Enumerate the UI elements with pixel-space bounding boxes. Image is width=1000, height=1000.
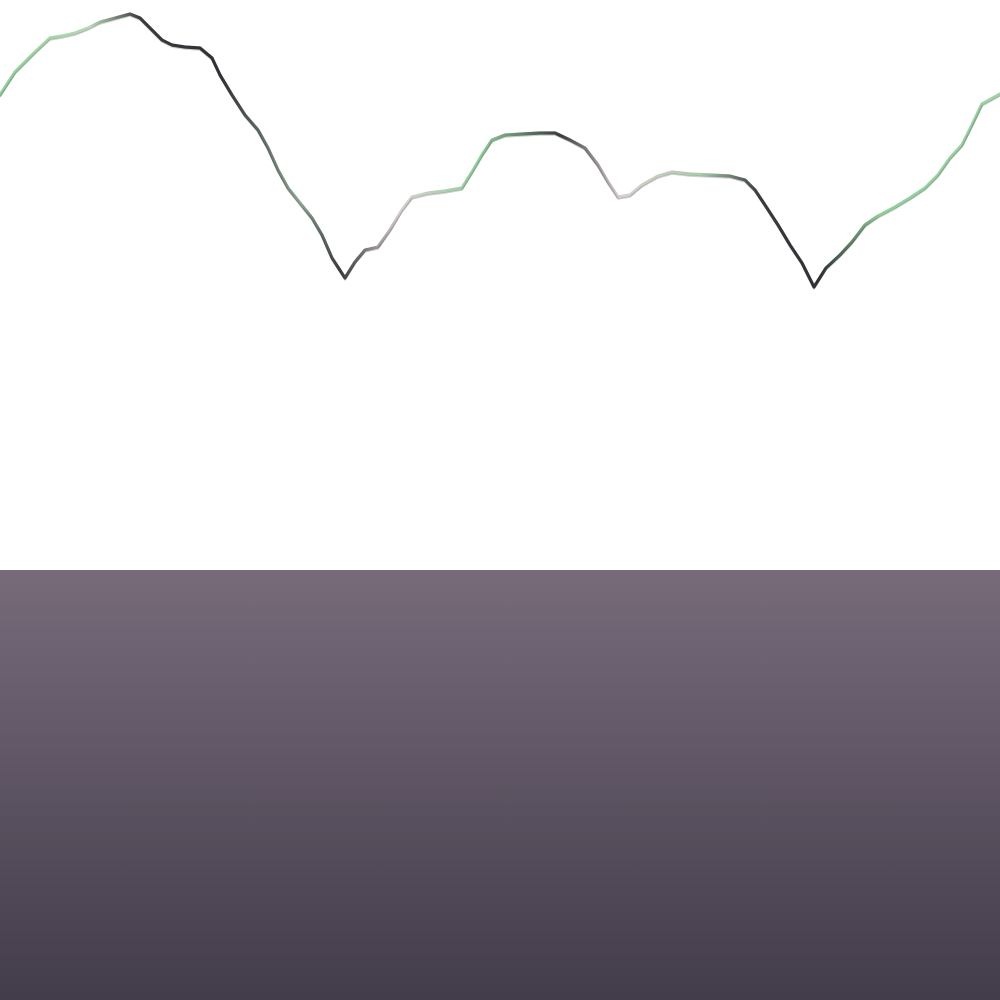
ridge-path — [0, 12, 1000, 289]
ground-plane — [0, 570, 1000, 1000]
mountain-ridge-line — [0, 12, 1000, 290]
sky-background — [0, 12, 1000, 290]
ridge-shadow-path — [0, 15, 1000, 290]
